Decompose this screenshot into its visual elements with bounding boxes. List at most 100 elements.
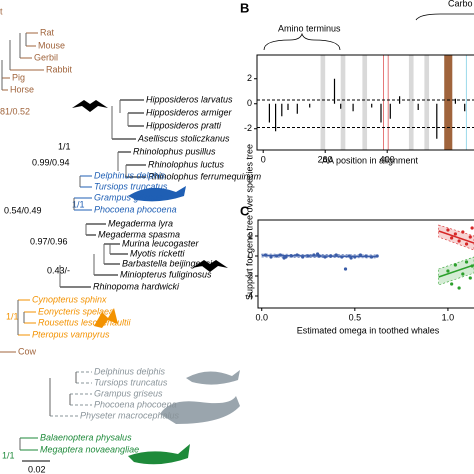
point bbox=[349, 256, 353, 260]
point bbox=[269, 255, 273, 259]
x-tick-label: 1.0 bbox=[442, 312, 455, 322]
plot-frame bbox=[257, 219, 474, 309]
y-tick-label: -4 bbox=[245, 290, 253, 300]
point bbox=[275, 254, 279, 258]
tree-label: Delphinus delphis bbox=[94, 366, 166, 376]
point bbox=[334, 253, 338, 257]
point bbox=[446, 228, 450, 232]
region-label: Amino terminus bbox=[278, 23, 341, 33]
brace bbox=[263, 32, 341, 51]
tree-label: Tursiops truncatus bbox=[94, 181, 168, 191]
y-tick-label: -2 bbox=[245, 270, 253, 280]
point bbox=[464, 242, 469, 246]
whale-icon bbox=[128, 444, 190, 465]
tree-label: Mouse bbox=[38, 40, 65, 50]
y-tick-label: 0 bbox=[248, 250, 253, 260]
tree-label: Rabbit bbox=[46, 64, 73, 74]
tree-label: 81/0.52 bbox=[0, 106, 30, 116]
panel-letter: B bbox=[240, 0, 249, 15]
tree-label: Eonycteris spelaea bbox=[38, 306, 114, 316]
point bbox=[323, 255, 327, 259]
brace bbox=[415, 13, 474, 21]
point bbox=[468, 235, 472, 239]
tree-label: Rhinolophus luctus bbox=[148, 159, 225, 169]
tree-label: Megaderma spasma bbox=[98, 229, 180, 239]
tree-label: Hipposideros larvatus bbox=[146, 94, 233, 104]
point bbox=[301, 255, 305, 259]
point bbox=[375, 254, 379, 258]
tree-label: Hipposideros armiger bbox=[146, 107, 233, 117]
region-band bbox=[424, 55, 430, 150]
point bbox=[457, 286, 461, 290]
point bbox=[295, 253, 299, 257]
region-band bbox=[465, 55, 467, 150]
tree-label: Physeter macrocephalus bbox=[80, 410, 180, 420]
tree-label: Cynopterus sphinx bbox=[32, 294, 107, 304]
tree-label: 0.02 bbox=[28, 464, 46, 474]
point bbox=[282, 256, 286, 260]
point bbox=[464, 260, 469, 264]
point bbox=[470, 264, 474, 268]
point bbox=[450, 236, 454, 240]
tree-label: Miniopterus fuliginosus bbox=[120, 269, 212, 279]
panel-letter: C bbox=[240, 203, 250, 218]
bat-icon bbox=[72, 100, 108, 112]
point bbox=[312, 253, 316, 257]
point bbox=[278, 253, 282, 257]
dolphin-icon bbox=[186, 370, 240, 385]
tree-label: Hipposideros pratti bbox=[146, 120, 222, 130]
tree-label: Tursiops truncatus bbox=[94, 377, 168, 387]
tree-label: Megaptera novaeangliae bbox=[40, 444, 139, 454]
tree-label: 1/1 bbox=[2, 450, 15, 460]
bat-icon bbox=[192, 260, 228, 272]
tree-label: Myotis ricketti bbox=[130, 248, 186, 258]
tree-label: Murina leucogaster bbox=[122, 238, 200, 248]
y-tick-label: -2 bbox=[244, 123, 252, 133]
point bbox=[461, 230, 465, 234]
tree-label: 1/1 bbox=[6, 311, 19, 321]
tree-label: 1/1 bbox=[58, 141, 71, 151]
tree-label: Rat bbox=[40, 27, 55, 37]
plot-frame bbox=[256, 54, 474, 151]
point bbox=[347, 254, 351, 258]
tree-label: 0.43/- bbox=[47, 265, 70, 275]
x-tick-label: 200 bbox=[318, 154, 333, 164]
tree-label: t bbox=[0, 6, 3, 16]
point bbox=[453, 232, 457, 236]
region-band bbox=[340, 55, 346, 150]
y-tick-label: 2 bbox=[247, 73, 252, 83]
region-band bbox=[383, 55, 384, 150]
region-band bbox=[320, 55, 326, 150]
x-tick-label: 400 bbox=[380, 154, 395, 164]
y-tick-label: 0 bbox=[247, 98, 252, 108]
point bbox=[453, 263, 457, 267]
tree-label: Pig bbox=[12, 72, 25, 82]
y-tick-label: 2 bbox=[248, 230, 253, 240]
point bbox=[343, 267, 348, 271]
tree-label: Rhinolophus ferrumequinum bbox=[148, 171, 262, 181]
tree-label: Phocoena phocoena bbox=[94, 204, 177, 214]
x-axis-label: AA position in alignment bbox=[322, 155, 419, 165]
tree-label: Rhinopoma hardwicki bbox=[93, 281, 180, 291]
tree-label: 0.54/0.49 bbox=[4, 205, 42, 215]
tree-label: Gerbil bbox=[34, 52, 58, 62]
point bbox=[470, 226, 474, 230]
whale-icon bbox=[160, 396, 240, 424]
tree-label: Balaenoptera physalus bbox=[40, 432, 132, 442]
point bbox=[340, 255, 344, 259]
dolphin-icon bbox=[128, 186, 186, 202]
region-band bbox=[362, 55, 368, 150]
x-tick-label: 0.0 bbox=[255, 312, 268, 322]
tree-label: Cow bbox=[18, 346, 37, 356]
region-label: Carbo bbox=[448, 0, 473, 8]
tree-label: Rousettus leschenaultii bbox=[38, 317, 132, 327]
y-axis-label: Support for gene tree over species tree bbox=[244, 144, 254, 300]
tree-label: Megaderma lyra bbox=[108, 218, 173, 228]
point bbox=[317, 254, 322, 258]
tree-label: Pteropus vampyrus bbox=[32, 329, 110, 339]
tree-label: 0.97/0.96 bbox=[30, 236, 68, 246]
fit-line bbox=[438, 264, 474, 278]
tree-label: Delphinus delphis bbox=[94, 170, 166, 180]
tree-label: Aselliscus stoliczkanus bbox=[137, 133, 230, 143]
